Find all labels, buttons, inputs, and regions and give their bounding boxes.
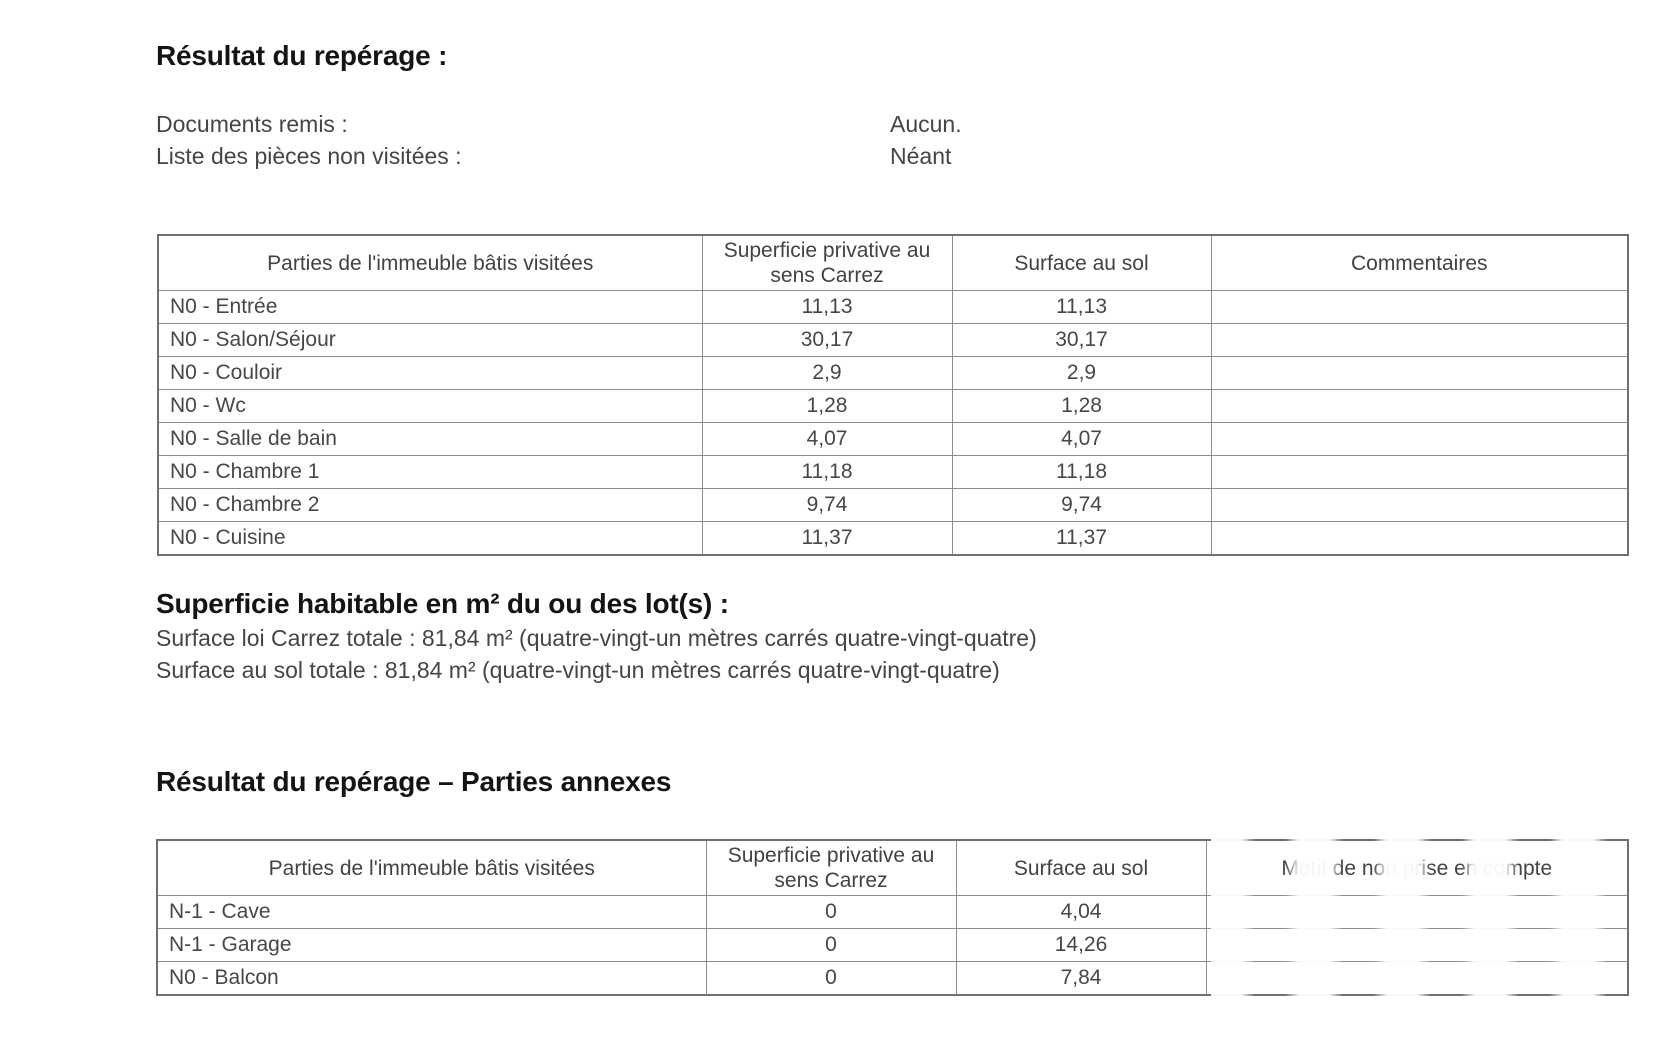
table1-header-sol: Surface au sol: [951, 234, 1212, 291]
pieces-non-visitees-value: Néant: [890, 142, 952, 169]
cell-sol: 9,74: [951, 488, 1212, 522]
pieces-non-visitees-label: Liste des pièces non visitées :: [156, 142, 462, 169]
cell-carrez: 0: [705, 895, 957, 929]
cell-sol: 2,9: [951, 356, 1212, 390]
table-row: N0 - Salon/Séjour 30,17 30,17: [157, 323, 1629, 357]
table1-header-carrez: Superficie privative au sens Carrez: [701, 234, 953, 291]
cell-comment: [1210, 422, 1629, 456]
habitable-lines: Surface loi Carrez totale : 81,84 m² (qu…: [156, 622, 1037, 686]
table-row: N0 - Balcon 0 7,84: [156, 961, 1629, 996]
table-row: N0 - Chambre 1 11,18 11,18: [157, 455, 1629, 489]
table1-header-row: Parties de l'immeuble bâtis visitées Sup…: [157, 234, 1629, 291]
cell-piece: N0 - Cuisine: [157, 521, 703, 556]
info-row-documents: Documents remis : Aucun.: [156, 108, 1456, 140]
cell-sol: 14,26: [955, 928, 1207, 962]
cell-carrez: 11,37: [701, 521, 953, 556]
table-row: N0 - Wc 1,28 1,28: [157, 389, 1629, 423]
table-row: N0 - Salle de bain 4,07 4,07: [157, 422, 1629, 456]
table2-header-sol: Surface au sol: [955, 839, 1207, 896]
cell-carrez: 30,17: [701, 323, 953, 357]
cell-piece: N0 - Salon/Séjour: [157, 323, 703, 357]
section-title-parties-annexes: Résultat du repérage – Parties annexes: [156, 766, 672, 797]
cell-carrez: 0: [705, 928, 957, 962]
cell-comment: [1210, 488, 1629, 522]
cell-sol: 4,07: [951, 422, 1212, 456]
cell-piece: N0 - Wc: [157, 389, 703, 423]
info-row-pieces-non-visitees: Liste des pièces non visitées : Néant: [156, 140, 1456, 172]
info-block: Documents remis : Aucun. Liste des pièce…: [156, 108, 1456, 172]
table2-header-pieces: Parties de l'immeuble bâtis visitées: [156, 839, 707, 896]
cell-sol: 11,37: [951, 521, 1212, 556]
cell-piece: N0 - Entrée: [157, 290, 703, 324]
cell-carrez: 0: [705, 961, 957, 996]
cell-motif: [1205, 895, 1629, 929]
table-row: N0 - Entrée 11,13 11,13: [157, 290, 1629, 324]
cell-comment: [1210, 521, 1629, 556]
table1-header-commentaires: Commentaires: [1210, 234, 1629, 291]
cell-carrez: 4,07: [701, 422, 953, 456]
cell-piece: N0 - Balcon: [156, 961, 707, 996]
documents-remis-label: Documents remis :: [156, 110, 348, 137]
cell-comment: [1210, 323, 1629, 357]
table2-header-row: Parties de l'immeuble bâtis visitées Sup…: [156, 839, 1629, 896]
cell-piece: N0 - Chambre 2: [157, 488, 703, 522]
surface-carrez-totale: Surface loi Carrez totale : 81,84 m² (qu…: [156, 625, 1037, 651]
cell-carrez: 9,74: [701, 488, 953, 522]
cell-carrez: 2,9: [701, 356, 953, 390]
cell-motif: [1205, 961, 1629, 996]
cell-carrez: 11,13: [701, 290, 953, 324]
cell-motif: [1205, 928, 1629, 962]
table-row: N0 - Chambre 2 9,74 9,74: [157, 488, 1629, 522]
cell-piece: N0 - Salle de bain: [157, 422, 703, 456]
table2-header-carrez: Superficie privative au sens Carrez: [705, 839, 957, 896]
section-title-reperage: Résultat du repérage :: [156, 40, 448, 71]
cell-sol: 30,17: [951, 323, 1212, 357]
table-parties-visitees: Parties de l'immeuble bâtis visitées Sup…: [157, 234, 1629, 556]
table-parties-annexes: Parties de l'immeuble bâtis visitées Sup…: [156, 833, 1633, 1000]
cell-sol: 4,04: [955, 895, 1207, 929]
table-row: N-1 - Cave 0 4,04: [156, 895, 1629, 929]
surface-sol-totale: Surface au sol totale : 81,84 m² (quatre…: [156, 657, 1000, 683]
section-title-superficie-habitable: Superficie habitable en m² du ou des lot…: [156, 588, 729, 619]
cell-carrez: 11,18: [701, 455, 953, 489]
documents-remis-value: Aucun.: [890, 110, 962, 137]
cell-carrez: 1,28: [701, 389, 953, 423]
cell-sol: 7,84: [955, 961, 1207, 996]
table-row: N-1 - Garage 0 14,26: [156, 928, 1629, 962]
cell-sol: 11,18: [951, 455, 1212, 489]
cell-comment: [1210, 455, 1629, 489]
table-row: N0 - Couloir 2,9 2,9: [157, 356, 1629, 390]
cell-piece: N0 - Couloir: [157, 356, 703, 390]
table-row: N0 - Cuisine 11,37 11,37: [157, 521, 1629, 556]
table1-header-pieces: Parties de l'immeuble bâtis visitées: [157, 234, 703, 291]
cell-piece: N-1 - Cave: [156, 895, 707, 929]
cell-comment: [1210, 356, 1629, 390]
cell-piece: N-1 - Garage: [156, 928, 707, 962]
cell-piece: N0 - Chambre 1: [157, 455, 703, 489]
cell-sol: 11,13: [951, 290, 1212, 324]
cell-sol: 1,28: [951, 389, 1212, 423]
table2-header-motif: Motif de non prise en compte: [1205, 839, 1629, 896]
cell-comment: [1210, 389, 1629, 423]
cell-comment: [1210, 290, 1629, 324]
